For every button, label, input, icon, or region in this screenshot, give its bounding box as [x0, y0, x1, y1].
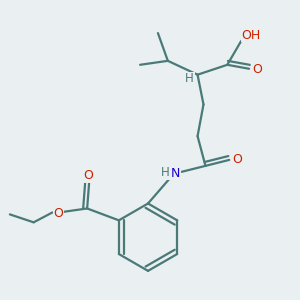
- Text: N: N: [171, 167, 180, 180]
- Text: OH: OH: [242, 28, 261, 42]
- Text: O: O: [252, 63, 262, 76]
- Text: O: O: [53, 207, 63, 220]
- Text: O: O: [232, 153, 242, 167]
- Text: H: H: [185, 72, 194, 85]
- Text: H: H: [160, 166, 169, 179]
- Text: O: O: [83, 169, 93, 182]
